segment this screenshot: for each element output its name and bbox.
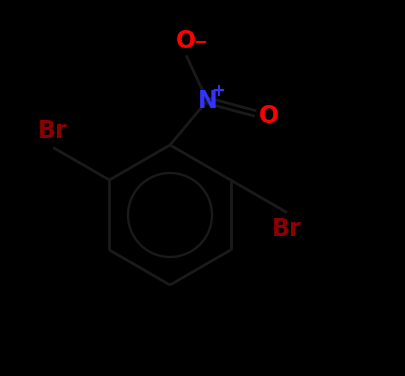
Text: +: + [211,82,225,100]
Text: O: O [258,103,278,127]
Text: −: − [193,32,207,50]
Text: Br: Br [38,120,68,144]
Text: O: O [176,29,196,53]
Text: Br: Br [271,217,301,241]
Text: N: N [197,89,217,112]
